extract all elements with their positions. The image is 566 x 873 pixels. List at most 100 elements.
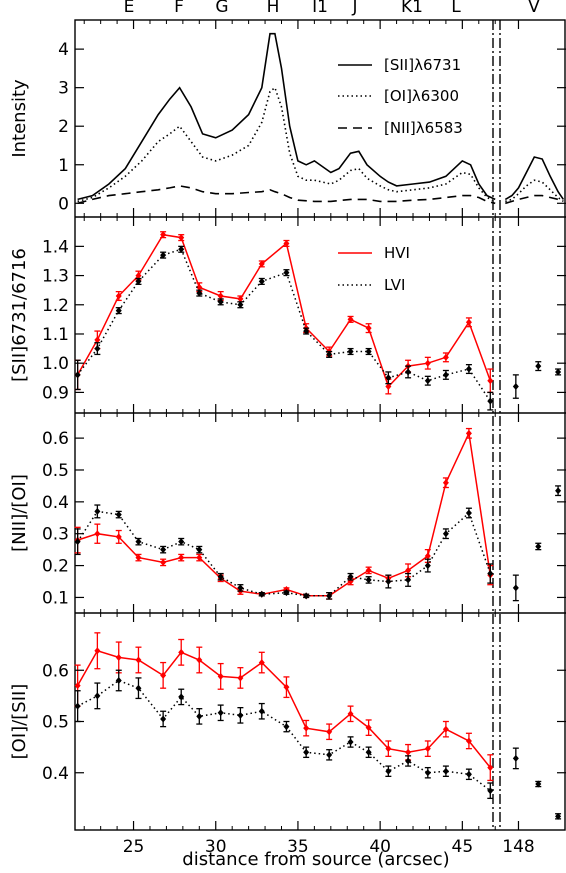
data-point — [347, 710, 354, 718]
data-point — [385, 745, 392, 753]
data-point — [465, 429, 472, 437]
data-point — [160, 671, 167, 679]
knot-label: K1 — [401, 0, 423, 17]
y-tick-label: 3 — [58, 79, 69, 99]
data-point — [512, 383, 519, 391]
data-point — [160, 558, 167, 566]
data-point — [535, 362, 542, 370]
data-point — [74, 702, 81, 710]
y-tick-label: 4 — [58, 40, 69, 60]
y-axis-title: Intensity — [9, 79, 30, 158]
series-line-right — [505, 179, 564, 203]
y-tick-label: 0 — [58, 194, 69, 214]
data-point — [283, 239, 290, 247]
data-point — [258, 260, 265, 268]
data-point — [303, 327, 310, 335]
x-tick-label-right: 148 — [502, 837, 534, 857]
data-point — [217, 709, 224, 717]
data-point — [365, 324, 372, 332]
data-point — [115, 677, 122, 684]
data-point — [283, 723, 290, 731]
data-point — [365, 576, 372, 584]
series-line — [77, 86, 496, 203]
data-point — [217, 672, 224, 680]
series-line-right — [505, 194, 564, 205]
data-point — [347, 573, 354, 581]
x-tick-label: 45 — [452, 837, 474, 857]
data-point — [465, 737, 472, 745]
y-tick-label: 0.6 — [42, 661, 69, 681]
y-tick-label: 0.6 — [42, 429, 69, 449]
data-point — [442, 767, 449, 775]
data-point — [405, 566, 412, 574]
data-point — [217, 573, 224, 581]
data-point — [237, 584, 244, 592]
legend-label: LVI — [384, 276, 405, 294]
data-point — [74, 682, 81, 690]
data-point — [442, 725, 449, 733]
data-point — [442, 371, 449, 379]
plot-frame — [74, 19, 566, 831]
data-point — [326, 350, 333, 358]
data-point — [135, 272, 142, 280]
data-point — [160, 715, 167, 723]
data-point — [115, 511, 122, 519]
data-point — [160, 251, 167, 259]
data-point — [365, 348, 372, 356]
y-axis-title: [OI]/[SII] — [9, 684, 30, 760]
data-point — [196, 283, 203, 291]
y-tick-label: 1 — [58, 156, 69, 176]
data-point — [347, 315, 354, 323]
data-point — [512, 754, 519, 762]
data-point — [347, 738, 354, 746]
data-point — [487, 570, 494, 578]
y-tick-label: 1.1 — [42, 325, 69, 345]
data-point — [326, 751, 333, 759]
knot-label: J — [351, 0, 357, 17]
knot-label: G — [215, 0, 228, 17]
data-point — [178, 648, 185, 656]
data-point — [135, 684, 142, 692]
data-point — [424, 377, 431, 385]
x-tick-label: 40 — [369, 837, 391, 857]
knot-label: H — [267, 0, 280, 17]
data-point — [365, 566, 372, 574]
y-tick-label: 0.5 — [42, 461, 69, 481]
data-point — [405, 576, 412, 584]
data-point — [405, 748, 412, 756]
y-tick-label: 2 — [58, 117, 69, 137]
data-point — [135, 554, 142, 562]
data-point — [258, 707, 265, 715]
data-point — [385, 383, 392, 391]
data-point — [442, 530, 449, 538]
data-point — [178, 693, 185, 701]
data-point — [74, 371, 81, 379]
data-point — [160, 231, 167, 239]
data-point — [405, 757, 412, 765]
data-point — [94, 530, 101, 538]
data-point — [178, 245, 185, 253]
y-tick-label: 1.2 — [42, 296, 69, 316]
y-tick-label: 0.1 — [42, 588, 69, 608]
data-point — [365, 724, 372, 732]
data-point — [487, 397, 494, 405]
data-point — [385, 767, 392, 775]
data-point — [535, 542, 542, 550]
legend-label: HVI — [384, 244, 410, 262]
data-point — [74, 538, 81, 546]
data-point — [424, 552, 431, 560]
data-point — [326, 592, 333, 600]
x-tick-label: 30 — [205, 837, 227, 857]
data-point — [258, 590, 265, 598]
data-point — [535, 780, 542, 788]
y-tick-label: 0.9 — [42, 383, 69, 403]
data-point — [94, 336, 101, 344]
x-axis-title: distance from source (arcsec) — [182, 849, 449, 870]
knot-label: V — [528, 0, 540, 17]
data-point — [196, 712, 203, 720]
data-point — [424, 359, 431, 367]
data-point — [303, 592, 310, 600]
data-point — [94, 507, 101, 515]
data-point — [196, 656, 203, 664]
data-point — [94, 647, 101, 655]
